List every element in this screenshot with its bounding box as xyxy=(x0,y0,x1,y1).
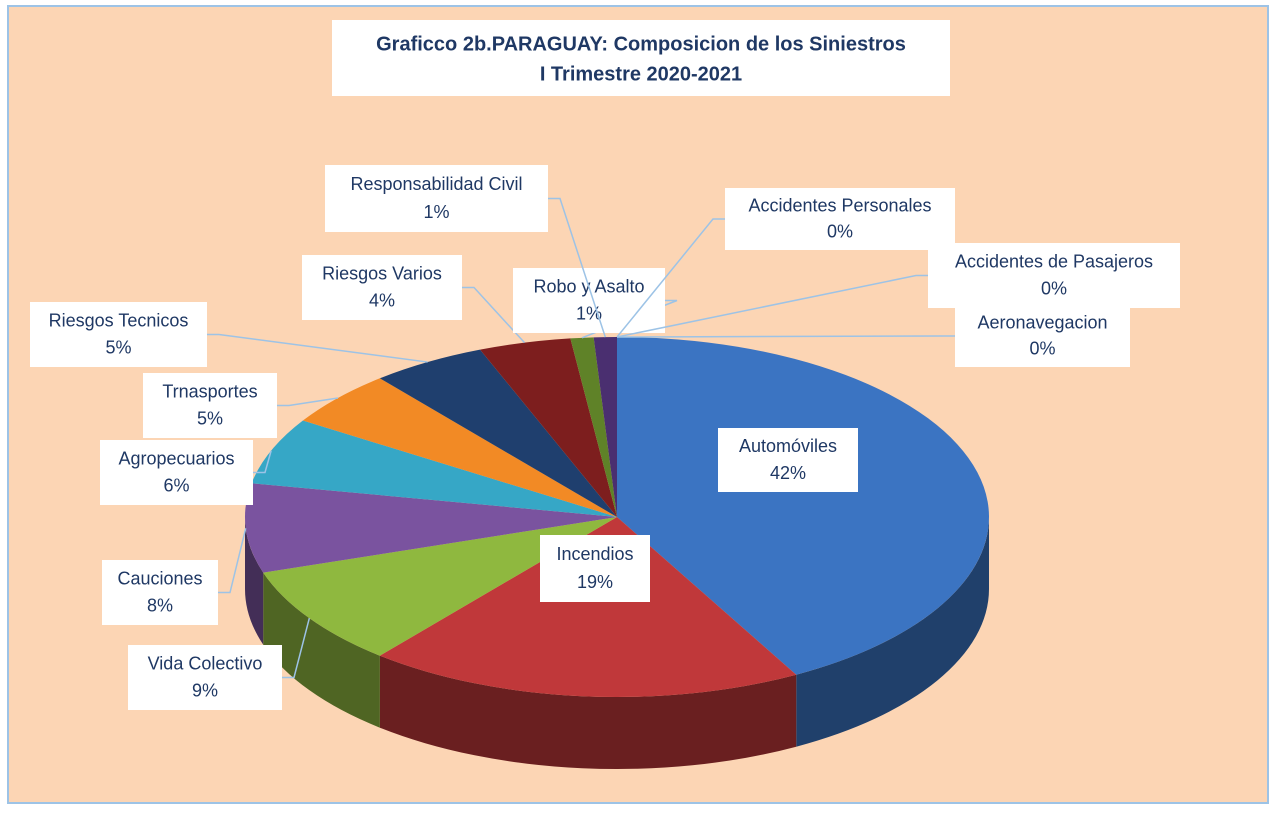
slice-label: Cauciones xyxy=(117,568,202,588)
label-box xyxy=(955,305,1130,367)
label-box xyxy=(302,255,462,320)
slice xyxy=(245,483,617,573)
value-label: 19% xyxy=(577,572,613,592)
label-box xyxy=(718,428,858,492)
slice-label: Aeronavegacion xyxy=(977,312,1107,332)
label-box xyxy=(540,535,650,602)
slice xyxy=(251,420,617,517)
leader-line xyxy=(277,397,339,407)
leader-line xyxy=(548,197,607,338)
label-box xyxy=(30,302,207,367)
label-box xyxy=(143,373,277,438)
slice-label: Responsabilidad Civil xyxy=(350,174,522,194)
label-box xyxy=(128,645,282,710)
leader-line xyxy=(616,335,955,338)
slice-side xyxy=(379,655,797,769)
value-label: 5% xyxy=(197,409,223,429)
value-label: 9% xyxy=(192,681,218,701)
slice-label: Accidentes Personales xyxy=(748,195,931,215)
leader-line xyxy=(282,617,311,679)
slice-side xyxy=(245,517,264,645)
chart-title: Graficco 2b.PARAGUAY: Composicion de los… xyxy=(376,33,906,55)
slice xyxy=(480,338,617,517)
slice-label: Riesgos Tecnicos xyxy=(49,310,189,330)
leader-line xyxy=(462,286,526,344)
slice-side xyxy=(263,572,380,728)
slice-label: Riesgos Varios xyxy=(322,263,442,283)
label-box xyxy=(725,188,955,250)
leader-line xyxy=(207,333,428,363)
leader-line xyxy=(616,218,725,338)
slice xyxy=(379,517,797,698)
label-box xyxy=(325,165,548,232)
slice-label: Agropecuarios xyxy=(118,448,234,468)
value-label: 6% xyxy=(163,476,189,496)
slice xyxy=(263,517,617,656)
value-label: 42% xyxy=(770,463,806,483)
leader-line xyxy=(218,528,247,594)
label-box xyxy=(100,440,253,505)
leader-line xyxy=(616,274,928,338)
slice xyxy=(302,378,617,517)
value-label: 0% xyxy=(827,221,853,241)
slice-label: Trnasportes xyxy=(162,381,257,401)
slice xyxy=(617,337,990,675)
slice-label: Automóviles xyxy=(739,436,837,456)
value-label: 4% xyxy=(369,291,395,311)
value-label: 0% xyxy=(1041,279,1067,299)
slice-side xyxy=(796,517,989,747)
leader-line xyxy=(253,450,272,474)
chart-subtitle: I Trimestre 2020-2021 xyxy=(540,63,742,85)
slice-label: Incendios xyxy=(556,544,633,564)
value-label: 8% xyxy=(147,596,173,616)
value-label: 0% xyxy=(1029,338,1055,358)
title-box xyxy=(332,20,950,96)
label-box xyxy=(513,268,665,333)
label-box xyxy=(928,243,1180,308)
value-label: 5% xyxy=(105,338,131,358)
slice xyxy=(379,349,617,517)
slice-label: Vida Colectivo xyxy=(148,653,263,673)
slice xyxy=(570,337,617,517)
slice xyxy=(593,337,617,517)
label-box xyxy=(102,560,218,625)
slice-label: Accidentes de Pasajeros xyxy=(955,251,1153,271)
value-label: 1% xyxy=(423,202,449,222)
